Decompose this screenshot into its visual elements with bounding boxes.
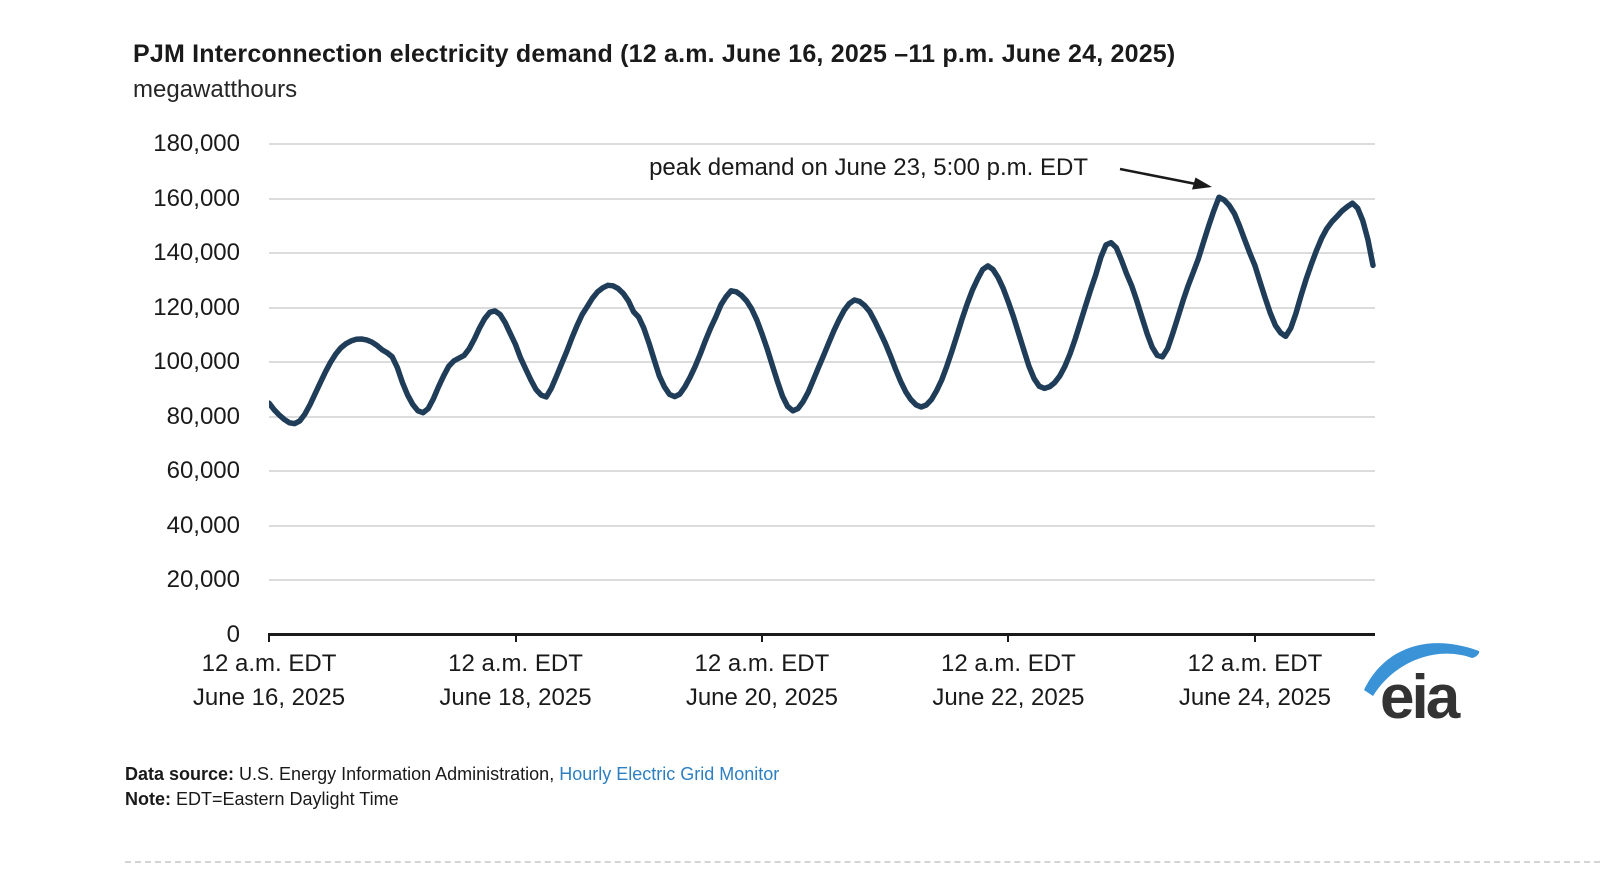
chart-unit-subtitle: megawatthours [133, 76, 298, 103]
eia-logo-swoosh-icon [1364, 643, 1480, 696]
y-tick-label: 140,000 [153, 239, 240, 267]
x-tick-mark [1253, 633, 1256, 642]
bottom-dashed-divider [125, 861, 1600, 863]
gridline-40000 [269, 524, 1375, 527]
gridline-80000 [269, 415, 1375, 418]
note-text: EDT=Eastern Daylight Time [171, 789, 399, 809]
note-label: Note: [125, 789, 171, 809]
x-tick-label: 12 a.m. EDT June 20, 2025 [685, 650, 838, 711]
x-axis-line [269, 633, 1375, 636]
y-tick-label: 0 [226, 621, 240, 648]
y-tick-label: 60,000 [166, 457, 240, 485]
footer: Data source: U.S. Energy Information Adm… [125, 762, 779, 812]
data-source-label: Data source: [125, 764, 235, 784]
y-tick-label: 100,000 [153, 348, 240, 376]
gridline-180000 [269, 143, 1375, 145]
gridline-60000 [269, 470, 1375, 473]
x-tick-mark [268, 633, 270, 642]
annotation-arrowhead-icon [1192, 177, 1212, 190]
y-tick-label: 40,000 [166, 511, 240, 539]
y-tick-label: 160,000 [153, 184, 240, 212]
gridline-120000 [269, 306, 1375, 309]
demand-line-chart [269, 167, 1376, 427]
data-source-line: Data source: U.S. Energy Information Adm… [125, 762, 779, 787]
data-source-text: U.S. Energy Information Administration, [234, 764, 560, 784]
x-tick-label: 12 a.m. EDT June 24, 2025 [1178, 650, 1331, 711]
y-tick-label: 120,000 [153, 293, 240, 321]
eia-logo: eia [1364, 643, 1480, 725]
y-tick-label: 20,000 [166, 566, 240, 594]
x-tick-label: 12 a.m. EDT June 16, 2025 [192, 650, 346, 711]
gridline-20000 [269, 579, 1375, 582]
x-tick-mark [760, 633, 763, 642]
y-tick-label: 180,000 [153, 130, 240, 157]
gridline-160000 [269, 197, 1375, 200]
eia-logo-text: eia [1380, 663, 1461, 725]
chart-title: PJM Interconnection electricity demand (… [133, 40, 1176, 68]
y-tick-label: 80,000 [166, 402, 240, 430]
annotation-arrow-icon [1119, 167, 1197, 186]
gridline-140000 [269, 252, 1375, 255]
demand-data-line [269, 194, 1376, 427]
x-tick-mark [514, 633, 517, 642]
x-tick-label: 12 a.m. EDT June 18, 2025 [439, 650, 592, 711]
note-line: Note: EDT=Eastern Daylight Time [125, 787, 779, 812]
peak-annotation-label: peak demand on June 23, 5:00 p.m. EDT [649, 154, 1088, 181]
x-tick-mark [1007, 633, 1010, 642]
hourly-electric-grid-monitor-link[interactable]: Hourly Electric Grid Monitor [559, 764, 780, 784]
x-tick-label: 12 a.m. EDT June 22, 2025 [932, 650, 1085, 711]
